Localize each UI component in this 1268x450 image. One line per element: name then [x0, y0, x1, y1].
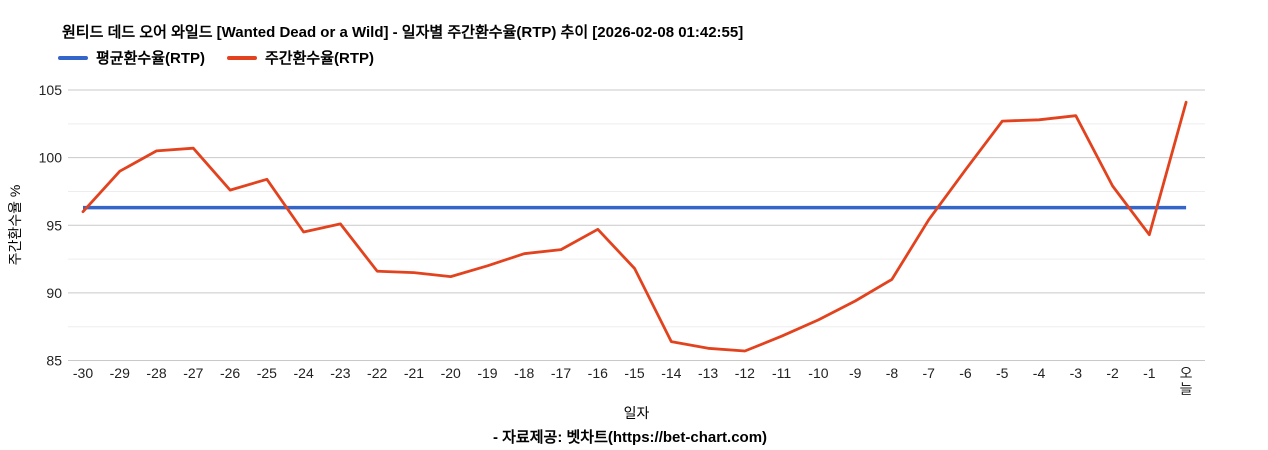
legend-item-average: 평균환수율(RTP) — [58, 47, 205, 68]
x-tick-label: -28 — [146, 365, 166, 381]
x-tick-label: -23 — [330, 365, 350, 381]
y-tick-label: 105 — [39, 82, 63, 98]
legend-item-weekly: 주간환수율(RTP) — [227, 47, 374, 68]
y-tick-label: 85 — [46, 353, 62, 369]
x-tick-label: -22 — [367, 365, 387, 381]
x-tick-label: -16 — [588, 365, 608, 381]
x-tick-label: -14 — [661, 365, 681, 381]
x-tick-label: -15 — [624, 365, 644, 381]
x-tick-label: -21 — [404, 365, 424, 381]
y-axis-title: 주간환수율 % — [7, 184, 23, 266]
x-tick-label: -3 — [1070, 365, 1083, 381]
x-tick-label: -9 — [849, 365, 862, 381]
x-tick-label: -4 — [1033, 365, 1046, 381]
y-tick-label: 95 — [46, 217, 62, 233]
y-tick-label: 100 — [39, 150, 63, 166]
y-tick-label: 90 — [46, 285, 62, 301]
x-tick-label: -8 — [886, 365, 899, 381]
legend: 평균환수율(RTP) 주간환수율(RTP) — [58, 47, 374, 68]
x-tick-label: -10 — [808, 365, 828, 381]
legend-swatch-weekly — [227, 55, 257, 60]
x-tick-label: -7 — [922, 365, 935, 381]
x-axis-title: 일자 — [623, 405, 650, 421]
legend-swatch-average — [58, 55, 88, 60]
x-tick-label: -6 — [959, 365, 972, 381]
x-tick-label: -12 — [735, 365, 755, 381]
legend-label-average: 평균환수율(RTP) — [96, 50, 205, 67]
x-tick-label: -30 — [73, 365, 93, 381]
series-line-weekly — [81, 100, 1188, 353]
x-tick-label: -11 — [772, 365, 791, 381]
x-tick-label: -27 — [183, 365, 203, 381]
x-tick-label: -18 — [514, 365, 534, 381]
footer-credit: - 자료제공: 벳차트(https://bet-chart.com) — [492, 429, 768, 446]
x-tick-label: -17 — [551, 365, 571, 381]
chart-title: 원티드 데드 오어 와일드 [Wanted Dead or a Wild] - … — [62, 24, 744, 41]
x-tick-label: -13 — [698, 365, 718, 381]
legend-label-weekly: 주간환수율(RTP) — [265, 50, 374, 67]
x-tick-label: -5 — [996, 365, 1009, 381]
x-tick-label: -1 — [1143, 365, 1156, 381]
x-tick-label: -26 — [220, 365, 240, 381]
x-tick-label: -2 — [1106, 365, 1119, 381]
x-tick-label: -24 — [294, 365, 314, 381]
x-tick-label: -20 — [441, 365, 461, 381]
x-tick-label: -29 — [110, 365, 130, 381]
x-tick-label: -25 — [257, 365, 277, 381]
x-tick-label: -19 — [477, 365, 497, 381]
